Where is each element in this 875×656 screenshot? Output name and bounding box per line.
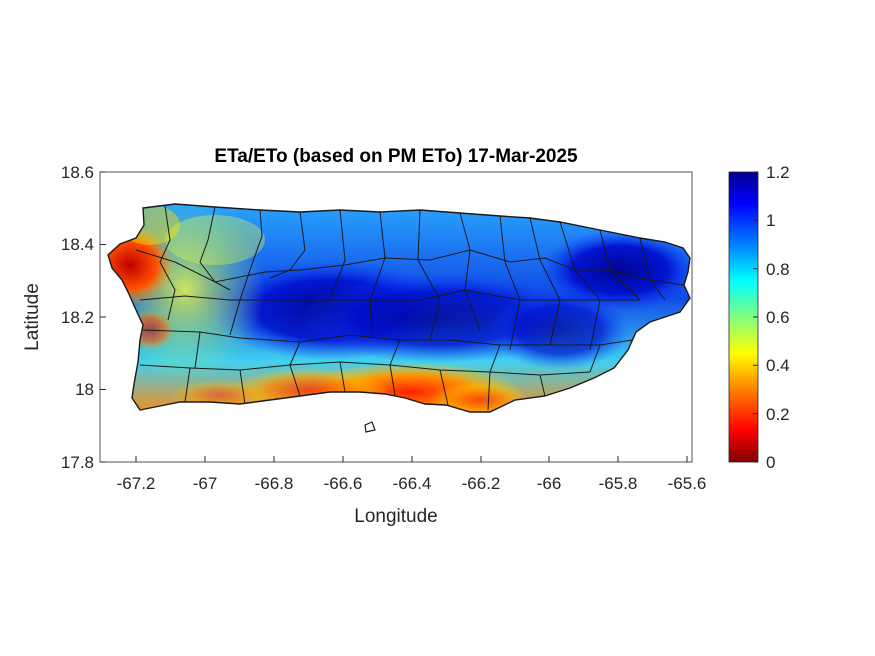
municipal-boundaries [107, 203, 691, 433]
y-tick-label: 18.4 [61, 235, 94, 254]
colorbar-tick-label: 0 [766, 453, 775, 472]
x-tick-label: -67 [193, 474, 218, 493]
colorbar-tick-label: 1.2 [766, 163, 790, 182]
y-axis: 18.6 18.4 18.2 18 17.8 [61, 163, 106, 472]
x-tick-label: -65.6 [668, 474, 707, 493]
colorbar-tick-label: 0.6 [766, 308, 790, 327]
x-axis-label: Longitude [354, 506, 437, 527]
y-tick-label: 18 [75, 380, 94, 399]
y-tick-label: 18.2 [61, 308, 94, 327]
colorbar-tick-label: 0.8 [766, 260, 790, 279]
colorbar-tick-label: 1 [766, 211, 775, 230]
colorbar: 1.2 1 0.8 0.6 0.4 0.2 0 [728, 163, 790, 472]
x-tick-label: -66.6 [324, 474, 363, 493]
x-tick-label: -66.8 [255, 474, 294, 493]
x-tick-label: -67.2 [117, 474, 156, 493]
y-tick-label: 17.8 [61, 453, 94, 472]
x-tick-label: -65.8 [599, 474, 638, 493]
y-axis-label: Latitude [22, 283, 43, 351]
y-tick-label: 18.6 [61, 163, 94, 182]
x-axis: -67.2 -67 -66.8 -66.6 -66.4 -66.2 -66 -6… [117, 456, 707, 493]
colorbar-tick-label: 0.4 [766, 356, 790, 375]
x-tick-label: -66.4 [393, 474, 432, 493]
chart-title: ETa/ETo (based on PM ETo) 17-Mar-2025 [214, 146, 578, 167]
colorbar-tick-label: 0.2 [766, 405, 790, 424]
x-tick-label: -66 [537, 474, 562, 493]
x-tick-label: -66.2 [462, 474, 501, 493]
